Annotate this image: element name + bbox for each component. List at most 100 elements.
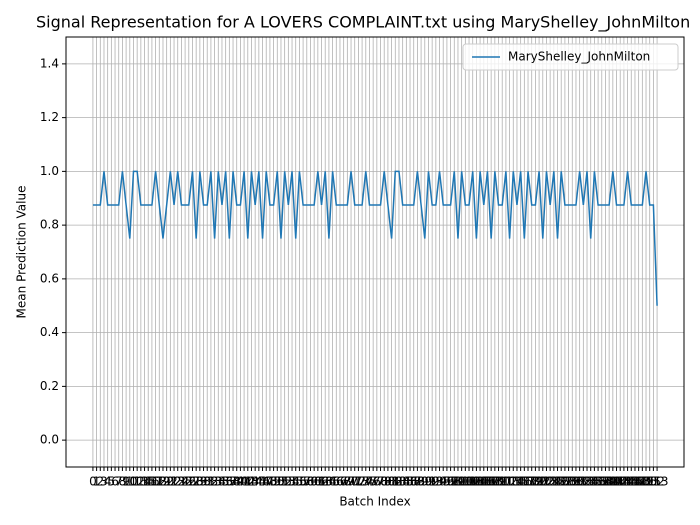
x-tick-label: 100 [450, 475, 473, 489]
x-tick-label: 30 [196, 475, 211, 489]
x-tick-label: 119 [520, 475, 543, 489]
x-tick-label: 20 [159, 475, 174, 489]
x-tick-label: 101 [454, 475, 477, 489]
x-tick-label: 143 [609, 475, 632, 489]
x-tick-label: 115 [506, 475, 529, 489]
x-tick-label: 81 [384, 475, 399, 489]
x-tick-label: 60 [307, 475, 322, 489]
x-tick-label: 112 [494, 475, 517, 489]
x-tick-label: 87 [406, 475, 421, 489]
x-tick-label: 128 [553, 475, 576, 489]
x-tick-label: 53 [281, 475, 296, 489]
x-tick-label: 69 [340, 475, 355, 489]
x-tick-label: 32 [203, 475, 218, 489]
x-tick-label: 124 [539, 475, 562, 489]
x-tick-label: 65 [325, 475, 340, 489]
x-tick-label: 127 [550, 475, 573, 489]
x-tick-label: 47 [259, 475, 274, 489]
y-tick-label: 0.0 [40, 433, 59, 447]
x-tick-label: 110 [487, 475, 510, 489]
x-tick-label: 94 [432, 475, 447, 489]
x-tick-label: 75 [362, 475, 377, 489]
x-tick-label: 121 [528, 475, 551, 489]
x-tick-label: 132 [568, 475, 591, 489]
x-tick-label: 138 [590, 475, 613, 489]
x-tick-label: 83 [391, 475, 406, 489]
x-tick-label: 56 [292, 475, 307, 489]
x-tick-label: 103 [461, 475, 484, 489]
x-tick-label: 145 [616, 475, 639, 489]
x-tick-label: 37 [222, 475, 237, 489]
x-tick-label: 42 [240, 475, 255, 489]
x-tick-label: 71 [347, 475, 362, 489]
x-tick-label: 45 [251, 475, 266, 489]
x-tick-label: 108 [480, 475, 503, 489]
x-tick-label: 72 [351, 475, 366, 489]
x-tick-label: 111 [491, 475, 514, 489]
x-tick-label: 95 [436, 475, 451, 489]
x-tick-label: 3 [100, 475, 108, 489]
x-tick-label: 26 [181, 475, 196, 489]
x-tick-label: 153 [646, 475, 669, 489]
x-tick-label: 17 [148, 475, 163, 489]
x-tick-label: 8 [119, 475, 127, 489]
x-tick-label: 79 [377, 475, 392, 489]
x-tick-label: 123 [535, 475, 558, 489]
x-tick-label: 151 [638, 475, 661, 489]
x-tick-label: 39 [229, 475, 244, 489]
x-tick-label: 148 [627, 475, 650, 489]
x-tick-label: 107 [476, 475, 499, 489]
x-tick-label: 19 [155, 475, 170, 489]
x-tick-label: 40 [233, 475, 248, 489]
x-tick-label: 12 [130, 475, 145, 489]
x-tick-label: 59 [303, 475, 318, 489]
x-tick-label: 35 [214, 475, 229, 489]
x-tick-label: 23 [170, 475, 185, 489]
legend-label: MaryShelley_JohnMilton [508, 50, 650, 64]
y-tick-label: 0.6 [40, 271, 59, 285]
chart-title: Signal Representation for A LOVERS COMPL… [36, 13, 690, 33]
legend-box [462, 43, 679, 71]
x-tick-label: 2 [96, 475, 104, 489]
x-tick-label: 78 [373, 475, 388, 489]
x-tick-label: 49 [266, 475, 281, 489]
x-tick-label: 24 [174, 475, 189, 489]
x-tick-label: 91 [421, 475, 436, 489]
x-tick-label: 89 [413, 475, 428, 489]
x-tick-label: 66 [329, 475, 344, 489]
x-tick-label: 76 [366, 475, 381, 489]
x-tick-label: 68 [336, 475, 351, 489]
x-tick-label: 21 [163, 475, 178, 489]
x-tick-label: 46 [255, 475, 270, 489]
x-tick-label: 117 [513, 475, 536, 489]
x-tick-label: 18 [152, 475, 167, 489]
y-tick-label: 1.2 [40, 110, 59, 124]
x-tick-label: 58 [299, 475, 314, 489]
x-tick-label: 7 [115, 475, 123, 489]
x-tick-label: 31 [200, 475, 215, 489]
x-tick-label: 62 [314, 475, 329, 489]
x-tick-label: 120 [524, 475, 547, 489]
x-tick-label: 82 [388, 475, 403, 489]
x-tick-label: 44 [248, 475, 263, 489]
x-tick-label: 85 [399, 475, 414, 489]
x-tick-label: 129 [557, 475, 580, 489]
x-tick-label: 9 [122, 475, 130, 489]
x-tick-label: 102 [458, 475, 481, 489]
x-tick-label: 105 [469, 475, 492, 489]
x-tick-label: 149 [631, 475, 654, 489]
x-tick-label: 64 [321, 475, 336, 489]
x-tick-label: 131 [565, 475, 588, 489]
x-tick-label: 93 [428, 475, 443, 489]
x-tick-label: 11 [126, 475, 141, 489]
x-tick-label: 133 [572, 475, 595, 489]
x-tick-label: 98 [447, 475, 462, 489]
line-series [92, 170, 658, 306]
x-tick-label: 0 [89, 475, 97, 489]
x-tick-label: 77 [369, 475, 384, 489]
x-tick-label: 125 [542, 475, 565, 489]
x-tick-label: 70 [343, 475, 358, 489]
x-tick-label: 61 [310, 475, 325, 489]
x-tick-label: 96 [439, 475, 454, 489]
x-tick-label: 51 [273, 475, 288, 489]
